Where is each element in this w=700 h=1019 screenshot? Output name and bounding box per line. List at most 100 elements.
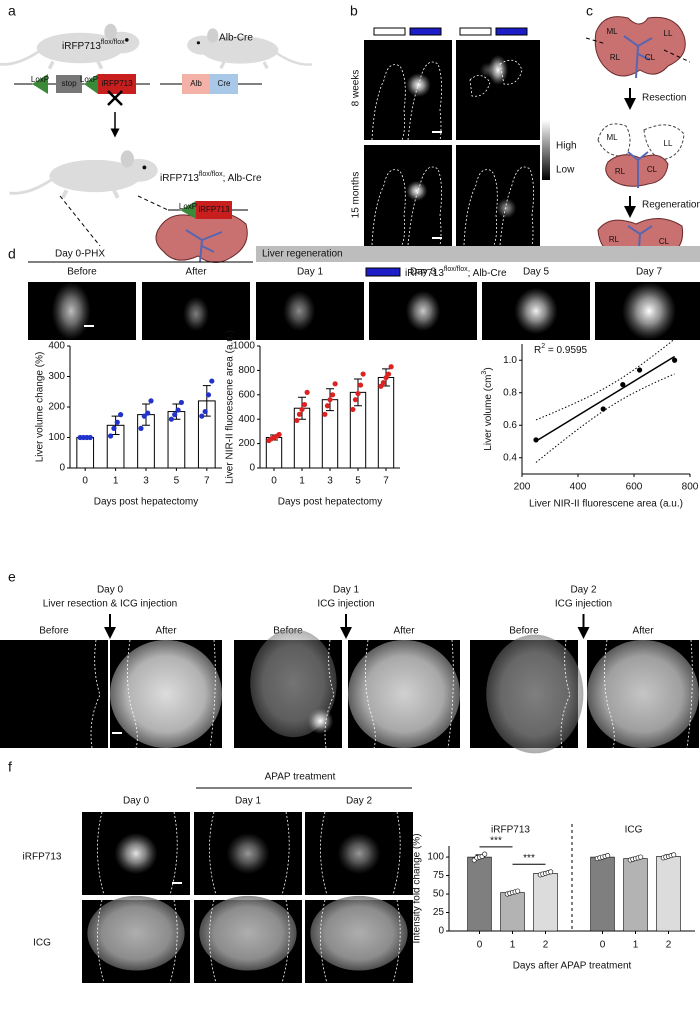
significance-label: *** [490, 836, 502, 847]
text-part: iRFP713 [405, 268, 444, 279]
data-point [145, 410, 151, 416]
signal [496, 198, 517, 219]
mouse-eye [142, 165, 147, 170]
data-point [380, 380, 387, 386]
data-point [87, 434, 93, 441]
mouse-tail [276, 52, 313, 66]
y-tick-label: 100 [427, 852, 444, 863]
y-axis-label: Liver volume (cm3) [481, 367, 494, 450]
data-point [168, 416, 174, 422]
y-tick-label: 400 [48, 341, 65, 352]
x-axis-label: Days after APAP treatment [513, 961, 632, 972]
mouse-tail [0, 50, 40, 66]
data-point [385, 371, 392, 377]
lobe-label: RL [615, 167, 626, 176]
lobe-label: CL [645, 53, 656, 62]
group-label: Liver regeneration [262, 249, 343, 260]
panel-label: f [8, 759, 12, 775]
panel-label: e [8, 569, 16, 585]
signal [310, 895, 408, 971]
genotype-swatch [409, 27, 442, 36]
genotype-label: iRFP713flox/flox [62, 39, 125, 52]
construct-label: LoxP [80, 75, 98, 84]
x-tick-label: 7 [383, 476, 389, 487]
mouse-body [49, 159, 141, 193]
genotype-label: Alb-Cre [219, 33, 253, 44]
lobe-label: LL [664, 29, 673, 38]
data-point [322, 411, 328, 417]
data-point [107, 433, 114, 439]
body-outline [604, 639, 615, 749]
data-point [352, 397, 359, 403]
body-outline [560, 639, 571, 749]
data-point [357, 382, 364, 388]
bar [656, 856, 681, 932]
group-label: Day 0-PHX [55, 249, 105, 260]
text-part: = 0.9595 [545, 345, 587, 356]
y-tick-label: 0 [249, 463, 255, 474]
y-tick-label: 800 [238, 365, 255, 376]
y-tick-label: 100 [48, 432, 65, 443]
image-label: After [393, 626, 415, 637]
text-part: ; Alb-Cre [468, 268, 507, 279]
image-label: After [632, 626, 654, 637]
construct-label: LoxP [179, 202, 197, 211]
signal [110, 640, 222, 748]
mouse-ear [207, 28, 219, 43]
lobe-label: LL [664, 139, 673, 148]
body-outline [365, 639, 376, 749]
x-tick-label: 0 [600, 940, 606, 951]
data-point [294, 417, 300, 424]
text-part: ) [483, 367, 494, 370]
data-point [600, 406, 606, 412]
data-point [118, 412, 124, 418]
lobe-label: RL [610, 53, 621, 62]
x-tick-label: 1 [510, 940, 516, 951]
group-label: APAP treatment [265, 772, 336, 783]
mouse-legs [61, 189, 120, 199]
group-label: ICG [625, 825, 643, 836]
x-axis-label: Days post hepatectomy [278, 497, 383, 508]
data-point [383, 375, 389, 381]
group-label: iRFP713 [491, 825, 530, 836]
data-point [672, 357, 678, 363]
mouse-illustration [0, 23, 140, 70]
body-outline [686, 639, 693, 749]
image-label: Day 2 [346, 796, 373, 807]
panel-label: b [350, 3, 358, 19]
construct-label: iRFP713 [101, 79, 133, 88]
data-point [141, 413, 147, 419]
gene-box [182, 74, 210, 94]
x-tick-label: 2 [666, 940, 672, 951]
bar [500, 892, 525, 932]
y-tick-label: 0.8 [503, 387, 517, 398]
data-point [482, 851, 488, 857]
vessel [627, 151, 649, 188]
x-tick-label: 5 [355, 476, 361, 487]
construct-label: LoxP [31, 75, 49, 84]
text-part: Liver volume (cm [483, 375, 494, 451]
data-point [360, 371, 366, 377]
data-point [388, 364, 394, 370]
error-bar [111, 415, 120, 435]
lobe-label: CL [647, 165, 658, 174]
lobe-label: CL [659, 237, 670, 246]
x-tick-label: 400 [570, 482, 587, 493]
data-point [533, 437, 539, 443]
panel-label: c [586, 3, 593, 19]
body-outline [469, 75, 491, 97]
y-tick-label: 600 [238, 389, 255, 400]
scale-label: High [556, 141, 577, 152]
body-outline [320, 899, 328, 984]
condition-label: ICG injection [555, 599, 612, 610]
data-point [548, 869, 554, 875]
construct-label: stop [61, 79, 77, 88]
signal [337, 832, 381, 875]
mouse-legs [47, 60, 104, 70]
row-label: 8 weeks [351, 70, 362, 107]
body-outline [209, 899, 217, 984]
genotype-swatch [459, 27, 492, 36]
signal [226, 832, 270, 875]
intensity-scale [542, 120, 550, 180]
mouse-legs [219, 61, 269, 70]
